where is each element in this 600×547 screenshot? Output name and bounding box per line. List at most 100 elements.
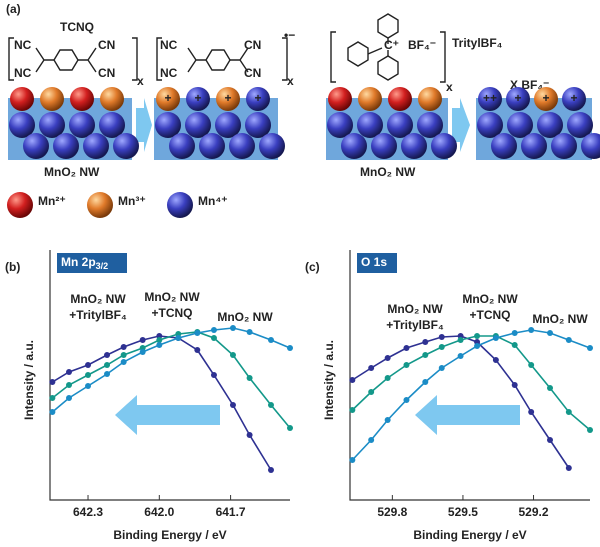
sphere [216, 87, 240, 111]
tcnq-structure [8, 37, 288, 81]
series-label: +TritylBF₄ [69, 308, 127, 322]
sphere [259, 133, 285, 159]
label: •− [284, 28, 295, 42]
data-point [403, 345, 410, 351]
label: BF₄⁻ [408, 38, 436, 52]
label: + [254, 91, 261, 105]
sphere [537, 112, 563, 138]
label: CN [244, 66, 261, 80]
data-point [492, 335, 499, 341]
sphere [87, 192, 113, 218]
data-point [49, 395, 56, 401]
sphere [100, 87, 124, 111]
label: + [164, 91, 171, 105]
data-point [565, 409, 572, 415]
shift-arrow [415, 395, 520, 435]
data-point [492, 357, 499, 363]
data-point [246, 375, 253, 381]
sphere [69, 112, 95, 138]
series-line [51, 331, 291, 429]
trityl-structure [330, 13, 446, 83]
data-point [511, 342, 518, 348]
series-label: +TCNQ [151, 306, 192, 320]
label: CN [244, 38, 261, 52]
data-point [210, 372, 217, 378]
label: NC [160, 38, 178, 52]
panel-label: (c) [305, 260, 320, 274]
data-point [547, 385, 553, 391]
sphere [418, 87, 442, 111]
data-point [66, 382, 73, 388]
box-label-bg [357, 253, 397, 273]
data-point [422, 339, 429, 345]
data-point [49, 409, 56, 415]
sphere [328, 87, 352, 111]
data-point [104, 352, 111, 358]
label: + [194, 91, 201, 105]
sphere [245, 112, 271, 138]
sphere [357, 112, 383, 138]
label: TCNQ [60, 20, 94, 34]
data-point [422, 379, 429, 385]
data-point [438, 365, 445, 371]
data-point [403, 362, 410, 368]
data-point [267, 467, 274, 473]
label: Mn³⁺ [118, 194, 146, 208]
data-point [210, 335, 217, 341]
sphere [387, 112, 413, 138]
label: C⁺ [384, 38, 399, 52]
sphere [401, 133, 427, 159]
data-point [287, 345, 293, 351]
data-point [349, 457, 356, 463]
label: x [446, 80, 453, 94]
shift-arrow [115, 395, 220, 435]
data-point [246, 432, 253, 438]
data-point [66, 395, 73, 401]
label: + [570, 91, 577, 105]
label: x [137, 74, 144, 88]
data-point [139, 349, 146, 355]
data-point [565, 465, 572, 471]
sphere [53, 133, 79, 159]
label: CN [98, 38, 115, 52]
data-point [85, 372, 92, 378]
sphere [7, 192, 33, 218]
series-label: MnO₂ NW [70, 292, 126, 306]
sphere [39, 112, 65, 138]
sphere [506, 87, 530, 111]
sphere [358, 87, 382, 111]
data-point [139, 337, 146, 343]
box-label-main: O 1s [361, 255, 387, 269]
data-point [438, 344, 445, 350]
sphere [388, 87, 412, 111]
sphere [567, 112, 593, 138]
data-point [229, 352, 236, 358]
sphere [23, 133, 49, 159]
sphere [521, 133, 547, 159]
box-label-sub: 3/2 [96, 261, 109, 271]
axis [49, 250, 290, 501]
data-point [229, 325, 236, 331]
data-point [457, 337, 464, 343]
sphere [327, 112, 353, 138]
data-point [156, 342, 163, 348]
sphere [156, 87, 180, 111]
data-point [422, 352, 429, 358]
x-tick-label: 529.5 [448, 505, 478, 519]
data-point [49, 379, 56, 385]
box-label-bg [57, 253, 127, 273]
sphere [186, 87, 210, 111]
sphere [562, 87, 586, 111]
sphere [9, 112, 35, 138]
sphere [491, 133, 517, 159]
x-tick-label: 529.8 [377, 505, 407, 519]
data-point [120, 352, 127, 358]
sphere [581, 133, 600, 159]
label: MnO₂ NW [44, 165, 100, 179]
sphere [478, 87, 502, 111]
label: TritylBF₄ [452, 36, 503, 50]
sphere [341, 133, 367, 159]
data-point [229, 402, 236, 408]
data-point [85, 362, 92, 368]
